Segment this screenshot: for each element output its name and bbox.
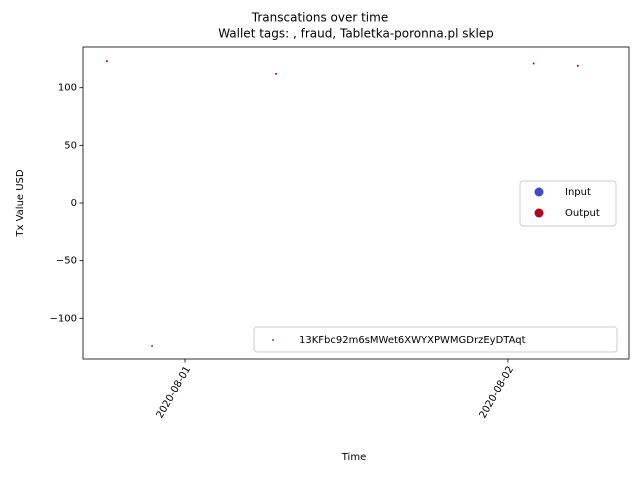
- point: [532, 62, 535, 65]
- suptitle: Transcations over time: [251, 11, 388, 25]
- point: [275, 72, 278, 75]
- y-tick-label: 50: [64, 140, 77, 151]
- point: [576, 64, 579, 67]
- y-tick-label: −100: [50, 313, 77, 324]
- y-tick-label: −50: [56, 256, 77, 267]
- legend-label: Output: [565, 208, 600, 219]
- legend-label: 13KFbc92m6sMWet6XWYXPWMGDrzEyDTAqt: [299, 335, 526, 346]
- legend-box: [253, 326, 618, 353]
- y-tick-label: 100: [58, 83, 77, 94]
- point: [105, 60, 108, 63]
- legend-marker: [272, 339, 274, 341]
- chart-title: Wallet tags: , fraud, Tabletka-poronna.p…: [218, 27, 494, 41]
- legend-marker: [534, 208, 544, 218]
- point: [151, 344, 154, 347]
- x-axis-label: Time: [341, 452, 366, 463]
- legend-label: Input: [565, 187, 591, 198]
- y-axis-label: Tx Value USD: [15, 169, 26, 238]
- legend-marker: [534, 187, 544, 197]
- y-tick-label: 0: [71, 198, 77, 209]
- legend-box: [519, 180, 617, 227]
